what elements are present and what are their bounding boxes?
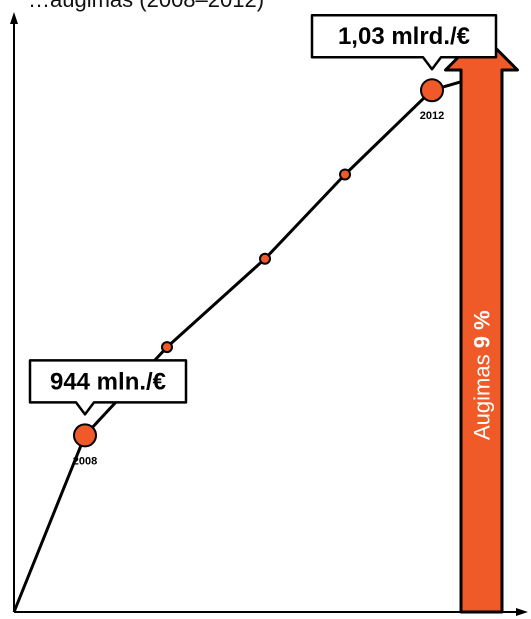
callout-box (28, 359, 188, 416)
growth-arrow-shape (444, 32, 519, 614)
series-line (12, 77, 471, 613)
point-label-2008: 2008 (73, 455, 97, 467)
data-point-2008 (73, 423, 97, 448)
data-point-2011 (339, 168, 351, 181)
growth-arrow: Augimas 9 % (444, 32, 519, 614)
callout-label: 944 mln./€ (50, 368, 166, 395)
data-point-2010 (259, 252, 271, 265)
callout-label: 1,03 mlrd./€ (338, 23, 470, 50)
series: 2008 2012 (12, 77, 471, 613)
growth-arrow-label: Augimas 9 % (470, 310, 495, 440)
callout-box (310, 13, 498, 71)
axes (10, 12, 528, 616)
point-label-2012: 2012 (420, 110, 444, 122)
x-axis-arrow-icon (516, 608, 528, 616)
callouts: 944 mln./€ 1,03 mlrd./€ (28, 13, 498, 416)
y-axis-arrow-icon (10, 12, 18, 24)
chart-title: …augimas (2008–2012) (28, 0, 264, 13)
data-point-2012 (420, 78, 444, 103)
data-point-2009 (161, 341, 173, 354)
